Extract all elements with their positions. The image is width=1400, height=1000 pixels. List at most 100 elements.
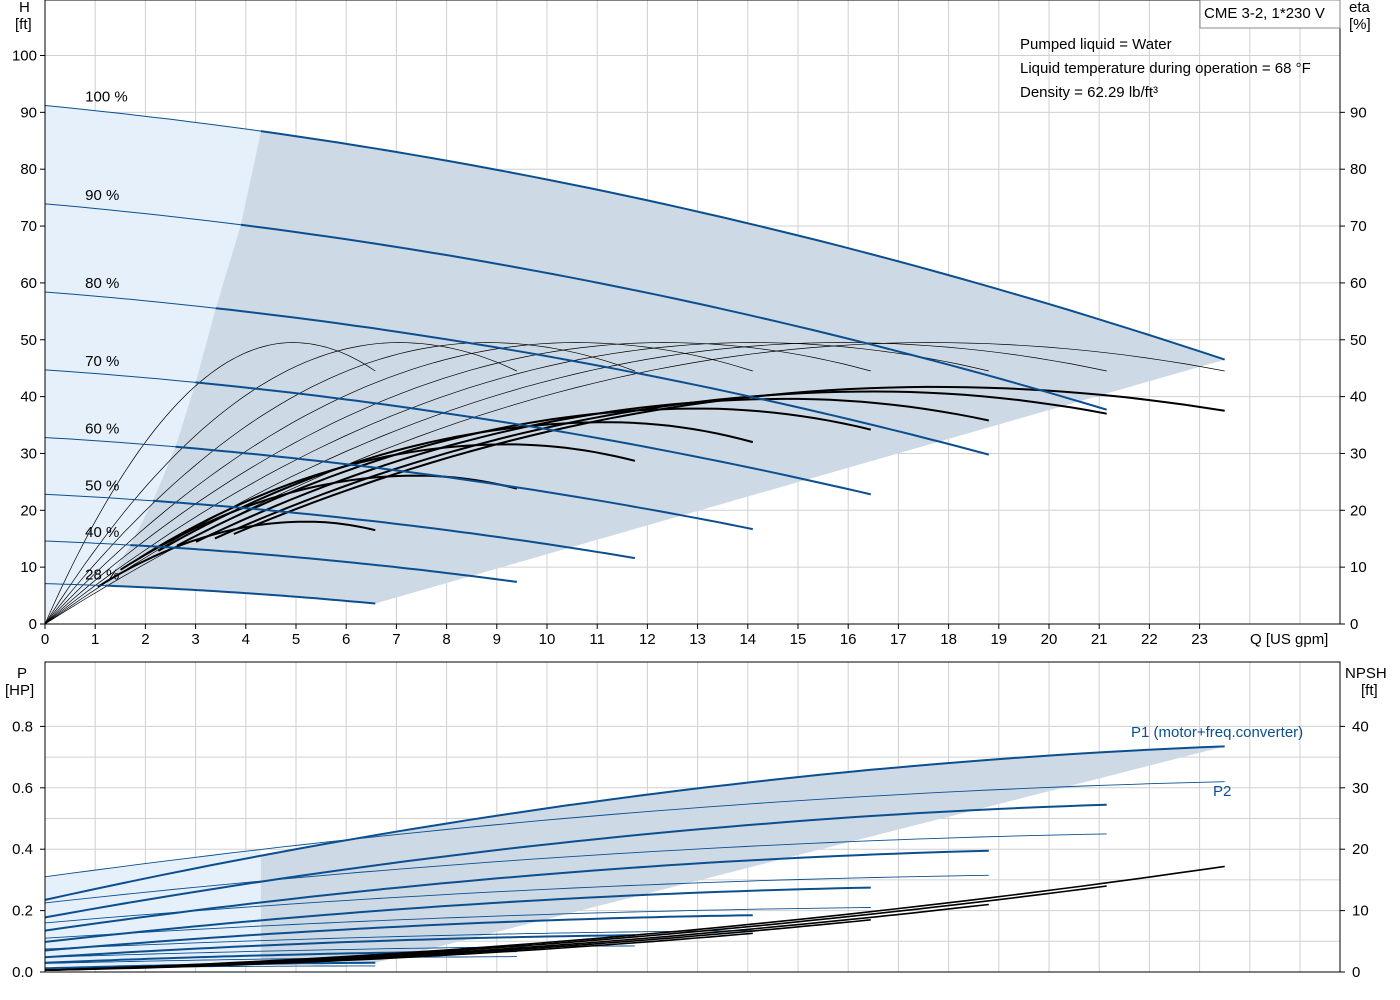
x-tick-label: 20 — [1041, 631, 1058, 648]
x-tick-label: 10 — [539, 631, 556, 648]
speed-label: 70 % — [85, 353, 119, 370]
efficiency-curve-thin — [44, 342, 636, 625]
x-tick-label: 5 — [292, 631, 300, 648]
y-right-tick-label: 30 — [1350, 445, 1367, 462]
power-panel-axes: 0.0 0.2 0.4 0.6 0.8 0 10 20 30 40 — [12, 661, 1369, 981]
y-left-tick-label: 90 — [20, 104, 37, 121]
p1-curve — [44, 849, 989, 932]
speed-label: 50 % — [85, 477, 119, 494]
x-tick-label: 21 — [1091, 631, 1108, 648]
p1-curve — [44, 934, 635, 959]
y-left-tick-label: 0.2 — [12, 903, 33, 920]
info-density: Density = 62.29 lb/ft³ — [1020, 84, 1158, 101]
power-panel-areas — [45, 746, 1225, 967]
x-tick-label: 22 — [1141, 631, 1158, 648]
y-left-tick-label: 0.0 — [12, 964, 33, 981]
head-curve-lowflow — [44, 291, 216, 309]
y-left-tick-label: 80 — [20, 161, 37, 178]
y-left-tick-label: 10 — [20, 559, 37, 576]
head-panel-axes: 0 1 2 3 4 5 6 7 8 9 10 11 12 13 14 15 16 17 18 19 20 21 22 2301… — [12, 0, 1367, 648]
y-left-tick-label: 40 — [20, 389, 37, 406]
y-left-tick-label: 60 — [20, 275, 37, 292]
y-right-tick-label: 40 — [1352, 718, 1369, 735]
y-right-tick-label: 20 — [1350, 502, 1367, 519]
head-panel-areas — [45, 105, 1225, 624]
p2-curve — [44, 956, 517, 964]
y-right-tick-label: 10 — [1350, 559, 1367, 576]
duty-efficiency-curve — [195, 397, 990, 543]
power-panel-curves — [44, 745, 1225, 971]
head-panel-frame — [44, 0, 1341, 625]
x-tick-label: 19 — [990, 631, 1007, 648]
low-flow-area — [45, 105, 261, 624]
y-right-tick-label: 40 — [1350, 389, 1367, 406]
x-tick-label: 8 — [442, 631, 450, 648]
x-tick-label: 23 — [1191, 631, 1208, 648]
head-curve-lowflow — [44, 493, 153, 502]
head-curve-lowflow — [44, 437, 176, 448]
x-tick-label: 15 — [790, 631, 807, 648]
x-axis-title: Q [US gpm] — [1250, 631, 1328, 648]
head-curve — [240, 223, 1107, 411]
head-curve-lowflow — [44, 540, 131, 546]
duty-efficiency-curve — [176, 407, 872, 547]
x-tick-label: 2 — [141, 631, 149, 648]
y-right-title-eta: eta — [1349, 0, 1371, 16]
x-tick-label: 18 — [940, 631, 957, 648]
head-curve — [152, 499, 636, 560]
x-tick-label: 7 — [392, 631, 400, 648]
operating-range-area — [105, 131, 1225, 604]
head-curve — [195, 381, 872, 496]
x-tick-label: 13 — [689, 631, 706, 648]
speed-label: 80 % — [85, 275, 119, 292]
head-curve — [215, 307, 990, 456]
y-left-tick-label: 50 — [20, 332, 37, 349]
y-left-tick-label: 100 — [12, 48, 37, 65]
head-curve-lowflow — [44, 369, 196, 383]
p2-curve — [44, 907, 871, 939]
info-pumped-liquid: Pumped liquid = Water — [1020, 36, 1172, 53]
y-right-tick-label: 30 — [1352, 780, 1369, 797]
x-tick-label: 12 — [639, 631, 656, 648]
efficiency-curve-thin — [44, 342, 518, 625]
y-right-tick-label: 10 — [1352, 903, 1369, 920]
p1-curve — [44, 886, 871, 943]
y-left-unit-head: [ft] — [15, 16, 32, 33]
model-box — [1199, 0, 1341, 29]
x-tick-label: 3 — [191, 631, 199, 648]
head-curve-lowflow — [44, 583, 106, 587]
duty-efficiency-curve — [157, 421, 754, 552]
p2-curve — [44, 833, 1107, 904]
p1-curve — [44, 745, 1225, 901]
duty-efficiency-curve — [214, 390, 1107, 540]
p1-curve — [44, 914, 753, 952]
y-right-title-npsh: NPSH — [1345, 665, 1387, 682]
x-tick-label: 16 — [840, 631, 857, 648]
y-left-tick-label: 0.8 — [12, 718, 33, 735]
y-left-tick-label: 0.4 — [12, 841, 33, 858]
x-tick-label: 4 — [242, 631, 250, 648]
efficiency-curve-thin — [44, 342, 871, 625]
speed-label: 90 % — [85, 187, 119, 204]
npsh-curve — [44, 932, 753, 971]
x-tick-label: 6 — [342, 631, 350, 648]
y-left-tick-label: 0.6 — [12, 780, 33, 797]
efficiency-curve-thin — [44, 342, 989, 625]
y-right-tick-label: 60 — [1350, 275, 1367, 292]
power-operating-area — [105, 746, 1225, 967]
speed-label: 100 % — [85, 89, 128, 106]
head-panel-curves: 100 % 90 % 80 % 70 % 60 % 50 % 40 % 28 % — [44, 89, 1226, 625]
p2-curve — [44, 781, 1225, 878]
y-left-title-power: P — [17, 665, 27, 682]
x-tick-label: 9 — [493, 631, 501, 648]
y-right-tick-label: 0 — [1352, 964, 1360, 981]
x-tick-label: 17 — [890, 631, 907, 648]
y-right-tick-label: 0 — [1350, 616, 1358, 633]
head-curve — [260, 130, 1226, 361]
y-left-tick-label: 0 — [29, 616, 37, 633]
head-curve — [105, 584, 376, 605]
speed-label: 60 % — [85, 421, 119, 438]
y-left-tick-label: 20 — [20, 502, 37, 519]
y-right-tick-label: 90 — [1350, 104, 1367, 121]
